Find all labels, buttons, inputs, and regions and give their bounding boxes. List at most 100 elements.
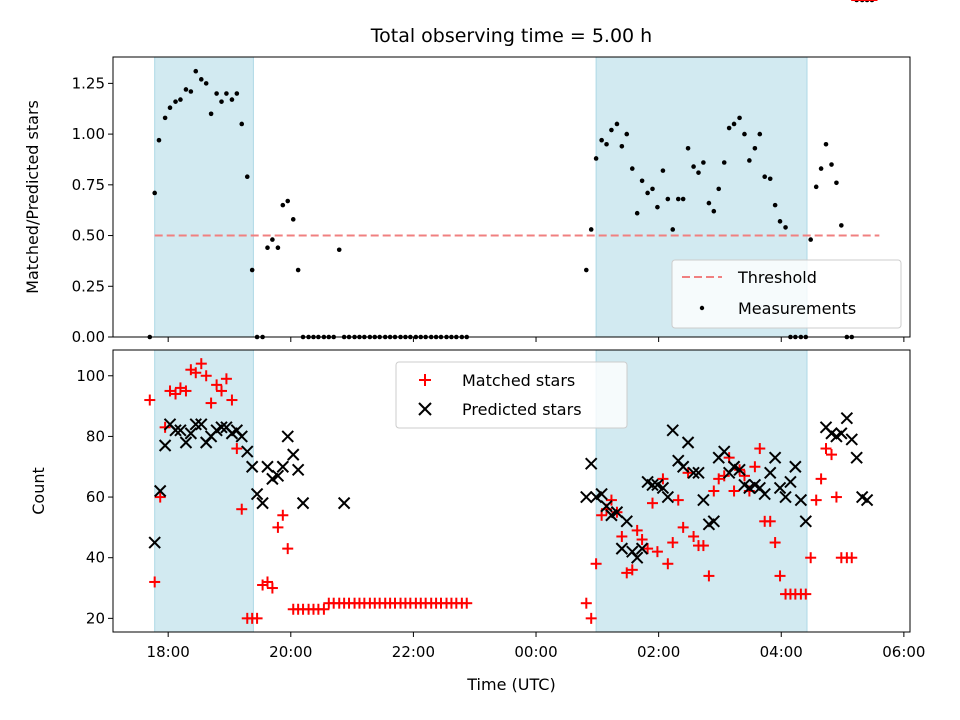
bottom-y-tick-label: 80: [86, 427, 105, 445]
predicted-stars-point: [271, 469, 285, 483]
matched-stars-point: [580, 597, 592, 609]
matched-stars-point: [318, 603, 330, 615]
measurement-point: [188, 89, 194, 94]
measurement-point: [265, 245, 270, 251]
measurement-point: [290, 217, 296, 222]
measurement-point: [249, 267, 255, 273]
matched-stars-point: [672, 494, 684, 506]
measurement-point: [183, 87, 189, 92]
predicted-stars-point: [835, 427, 848, 440]
predicted-stars-point: [291, 463, 305, 476]
predicted-stars-point: [840, 412, 854, 425]
matched-stars-point: [621, 567, 633, 579]
matched-stars-point: [805, 552, 817, 564]
measurement-point: [588, 227, 594, 232]
predicted-stars-point: [784, 475, 797, 489]
matched-stars-point: [636, 534, 648, 546]
measurement-point: [701, 160, 706, 165]
shaded-interval-1: [154, 350, 254, 632]
bottom-legend: Matched stars Predicted stars: [395, 361, 628, 429]
measurement-point: [234, 91, 240, 96]
bottom-y-tick-label: 40: [86, 549, 105, 567]
matched-stars-point: [667, 537, 679, 549]
top-y-tick-label: 1.25: [72, 74, 105, 92]
predicted-stars-point: [661, 490, 675, 504]
predicted-stars-point: [779, 490, 792, 504]
predicted-stars-point: [789, 460, 802, 473]
predicted-stars-point: [620, 515, 633, 528]
measurement-point: [818, 166, 824, 171]
measurement-point: [214, 91, 219, 96]
matched-stars-point: [677, 521, 689, 533]
bottom-y-tick-label: 100: [76, 367, 105, 385]
measurement-point: [737, 115, 742, 121]
matched-stars-point: [154, 491, 166, 503]
predicted-stars-point: [758, 487, 771, 501]
predicted-stars-legend-swatch: [418, 402, 432, 416]
predicted-stars-point: [276, 460, 290, 473]
matched-stars-point: [200, 370, 212, 382]
predicted-stars-point: [860, 493, 874, 507]
measurement-point: [726, 125, 732, 131]
measurement-point: [829, 162, 834, 167]
predicted-stars-point: [635, 542, 649, 555]
measurement-point: [609, 127, 614, 133]
bottom-y-tick-label: 20: [86, 609, 105, 627]
measurement-point: [650, 186, 655, 192]
measurement-point: [614, 121, 620, 127]
measurement-point: [680, 196, 686, 202]
predicted-stars-point: [337, 496, 351, 510]
top-legend: Threshold Measurements: [671, 259, 902, 329]
bottom-legend-box: [395, 361, 628, 429]
x-tick-label: 02:00: [637, 643, 680, 661]
matched-stars-point: [226, 394, 238, 406]
measurement-point: [219, 99, 224, 104]
matched-stars-point: [461, 597, 473, 609]
matched-stars-point: [164, 385, 176, 397]
measurement-point: [239, 121, 245, 127]
matched-stars-point: [170, 388, 182, 400]
measurement-point: [208, 111, 214, 117]
matched-stars-point: [749, 461, 761, 473]
x-tick-label: 22:00: [392, 643, 435, 661]
matched-stars-point: [236, 503, 248, 515]
matched-stars-point: [774, 570, 786, 582]
matched-stars-point: [231, 443, 243, 455]
matched-stars-point: [820, 443, 832, 455]
predicted-stars-point: [646, 478, 659, 492]
matched-stars-point: [800, 588, 812, 600]
measurements-series: [147, 0, 875, 340]
matched-stars-point: [815, 473, 827, 485]
predicted-stars-point: [681, 436, 695, 449]
matched-stars-point: [585, 612, 597, 624]
measurement-point: [629, 166, 635, 171]
x-tick-label: 00:00: [514, 643, 557, 661]
matched-stars-point: [616, 530, 628, 542]
matched-stars-point: [272, 521, 284, 533]
top-y-tick-label: 0.50: [72, 227, 105, 245]
matched-stars-point: [211, 379, 223, 391]
measurement-point: [295, 267, 301, 273]
measurement-point: [742, 131, 747, 137]
predicted-stars-point: [169, 424, 182, 437]
predicted-stars-point: [697, 493, 710, 507]
measurement-point: [604, 141, 609, 147]
x-axis-label: Time (UTC): [466, 675, 555, 694]
measurement-point: [747, 158, 752, 163]
matched-stars-point: [205, 397, 217, 409]
matched-stars-point: [697, 540, 709, 552]
measurement-point: [285, 198, 291, 204]
measurement-point: [660, 168, 666, 173]
predicted-stars-point: [707, 515, 721, 528]
predicted-stars-point: [148, 536, 161, 549]
matched-stars-point: [713, 473, 725, 485]
matched-stars-point: [764, 515, 776, 527]
matched-stars-point: [718, 470, 730, 482]
matched-stars-point: [144, 394, 156, 406]
measurement-point: [173, 99, 178, 104]
measurement-point: [762, 174, 768, 180]
predicted-stars-point: [600, 499, 613, 513]
measurement-point: [813, 184, 819, 190]
top-legend-box: [671, 259, 902, 329]
